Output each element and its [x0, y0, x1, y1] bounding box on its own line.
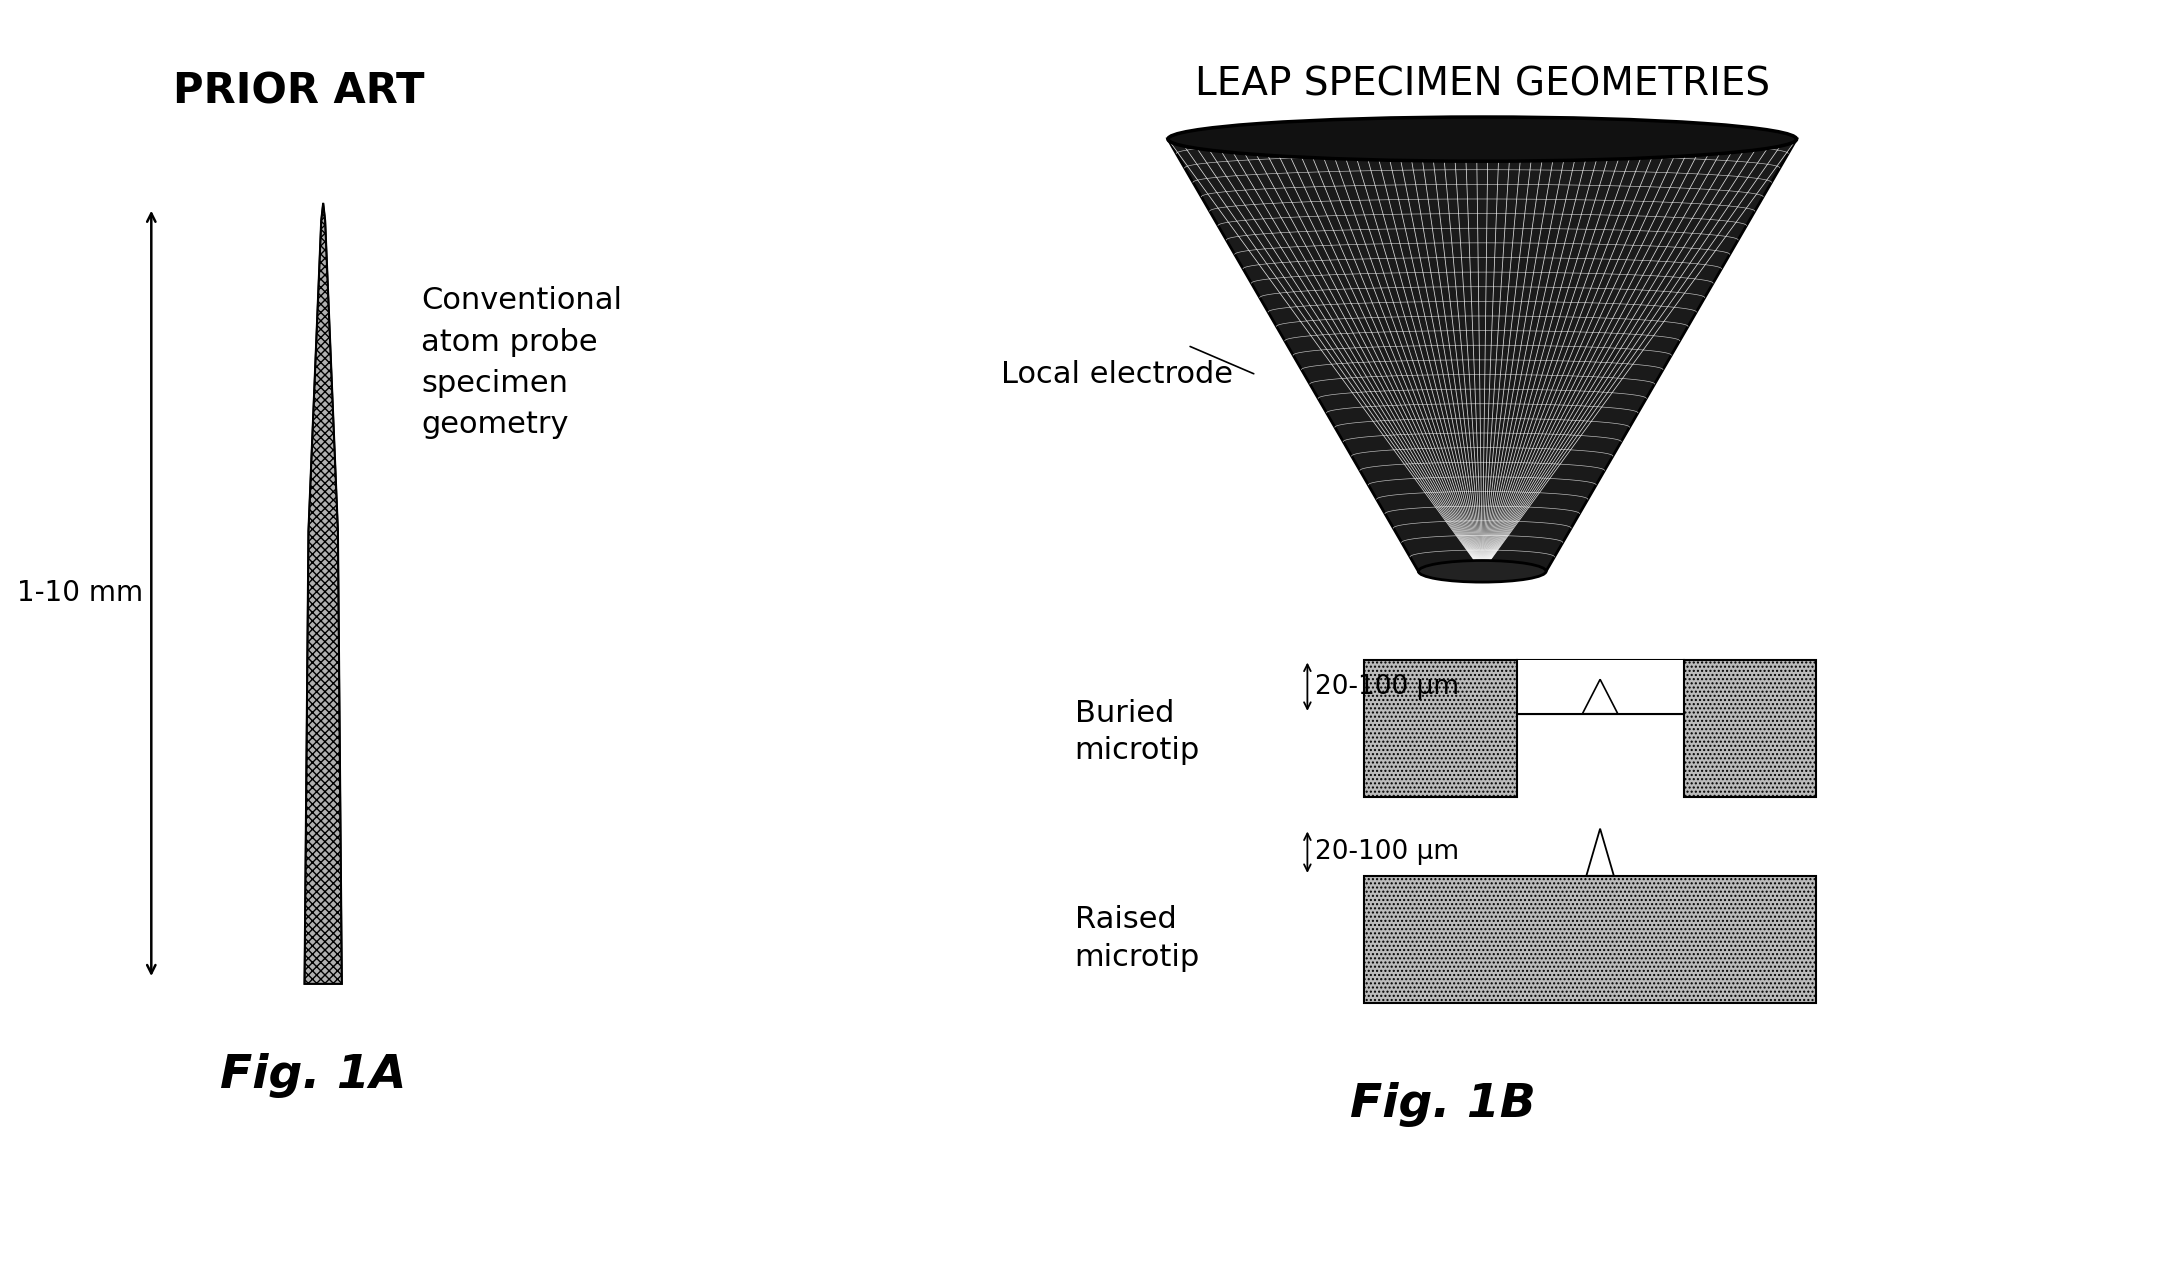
Text: Raised: Raised — [1075, 905, 1177, 934]
Bar — [1364, 876, 1816, 1003]
Text: LEAP SPECIMEN GEOMETRIES: LEAP SPECIMEN GEOMETRIES — [1194, 66, 1770, 103]
Polygon shape — [1583, 679, 1617, 714]
Text: atom probe: atom probe — [421, 328, 598, 356]
Bar — [1516, 660, 1684, 714]
Text: Conventional: Conventional — [421, 287, 622, 315]
Text: microtip: microtip — [1075, 737, 1200, 765]
Polygon shape — [1168, 139, 1796, 571]
Polygon shape — [304, 203, 341, 984]
Text: 20-100 μm: 20-100 μm — [1315, 840, 1459, 865]
Text: 1-10 mm: 1-10 mm — [17, 580, 142, 607]
PathPatch shape — [1364, 660, 1816, 797]
Text: 20-100 μm: 20-100 μm — [1315, 674, 1459, 700]
Text: PRIOR ART: PRIOR ART — [173, 71, 425, 112]
Text: Fig. 1B: Fig. 1B — [1349, 1082, 1535, 1127]
Text: specimen: specimen — [421, 369, 568, 397]
Ellipse shape — [1418, 561, 1546, 583]
Ellipse shape — [1168, 117, 1796, 161]
Polygon shape — [1587, 828, 1615, 876]
Text: geometry: geometry — [421, 410, 570, 440]
Text: Local electrode: Local electrode — [1002, 360, 1233, 390]
Text: Buried: Buried — [1075, 700, 1174, 728]
Text: Fig. 1A: Fig. 1A — [220, 1053, 406, 1097]
Text: microtip: microtip — [1075, 943, 1200, 972]
